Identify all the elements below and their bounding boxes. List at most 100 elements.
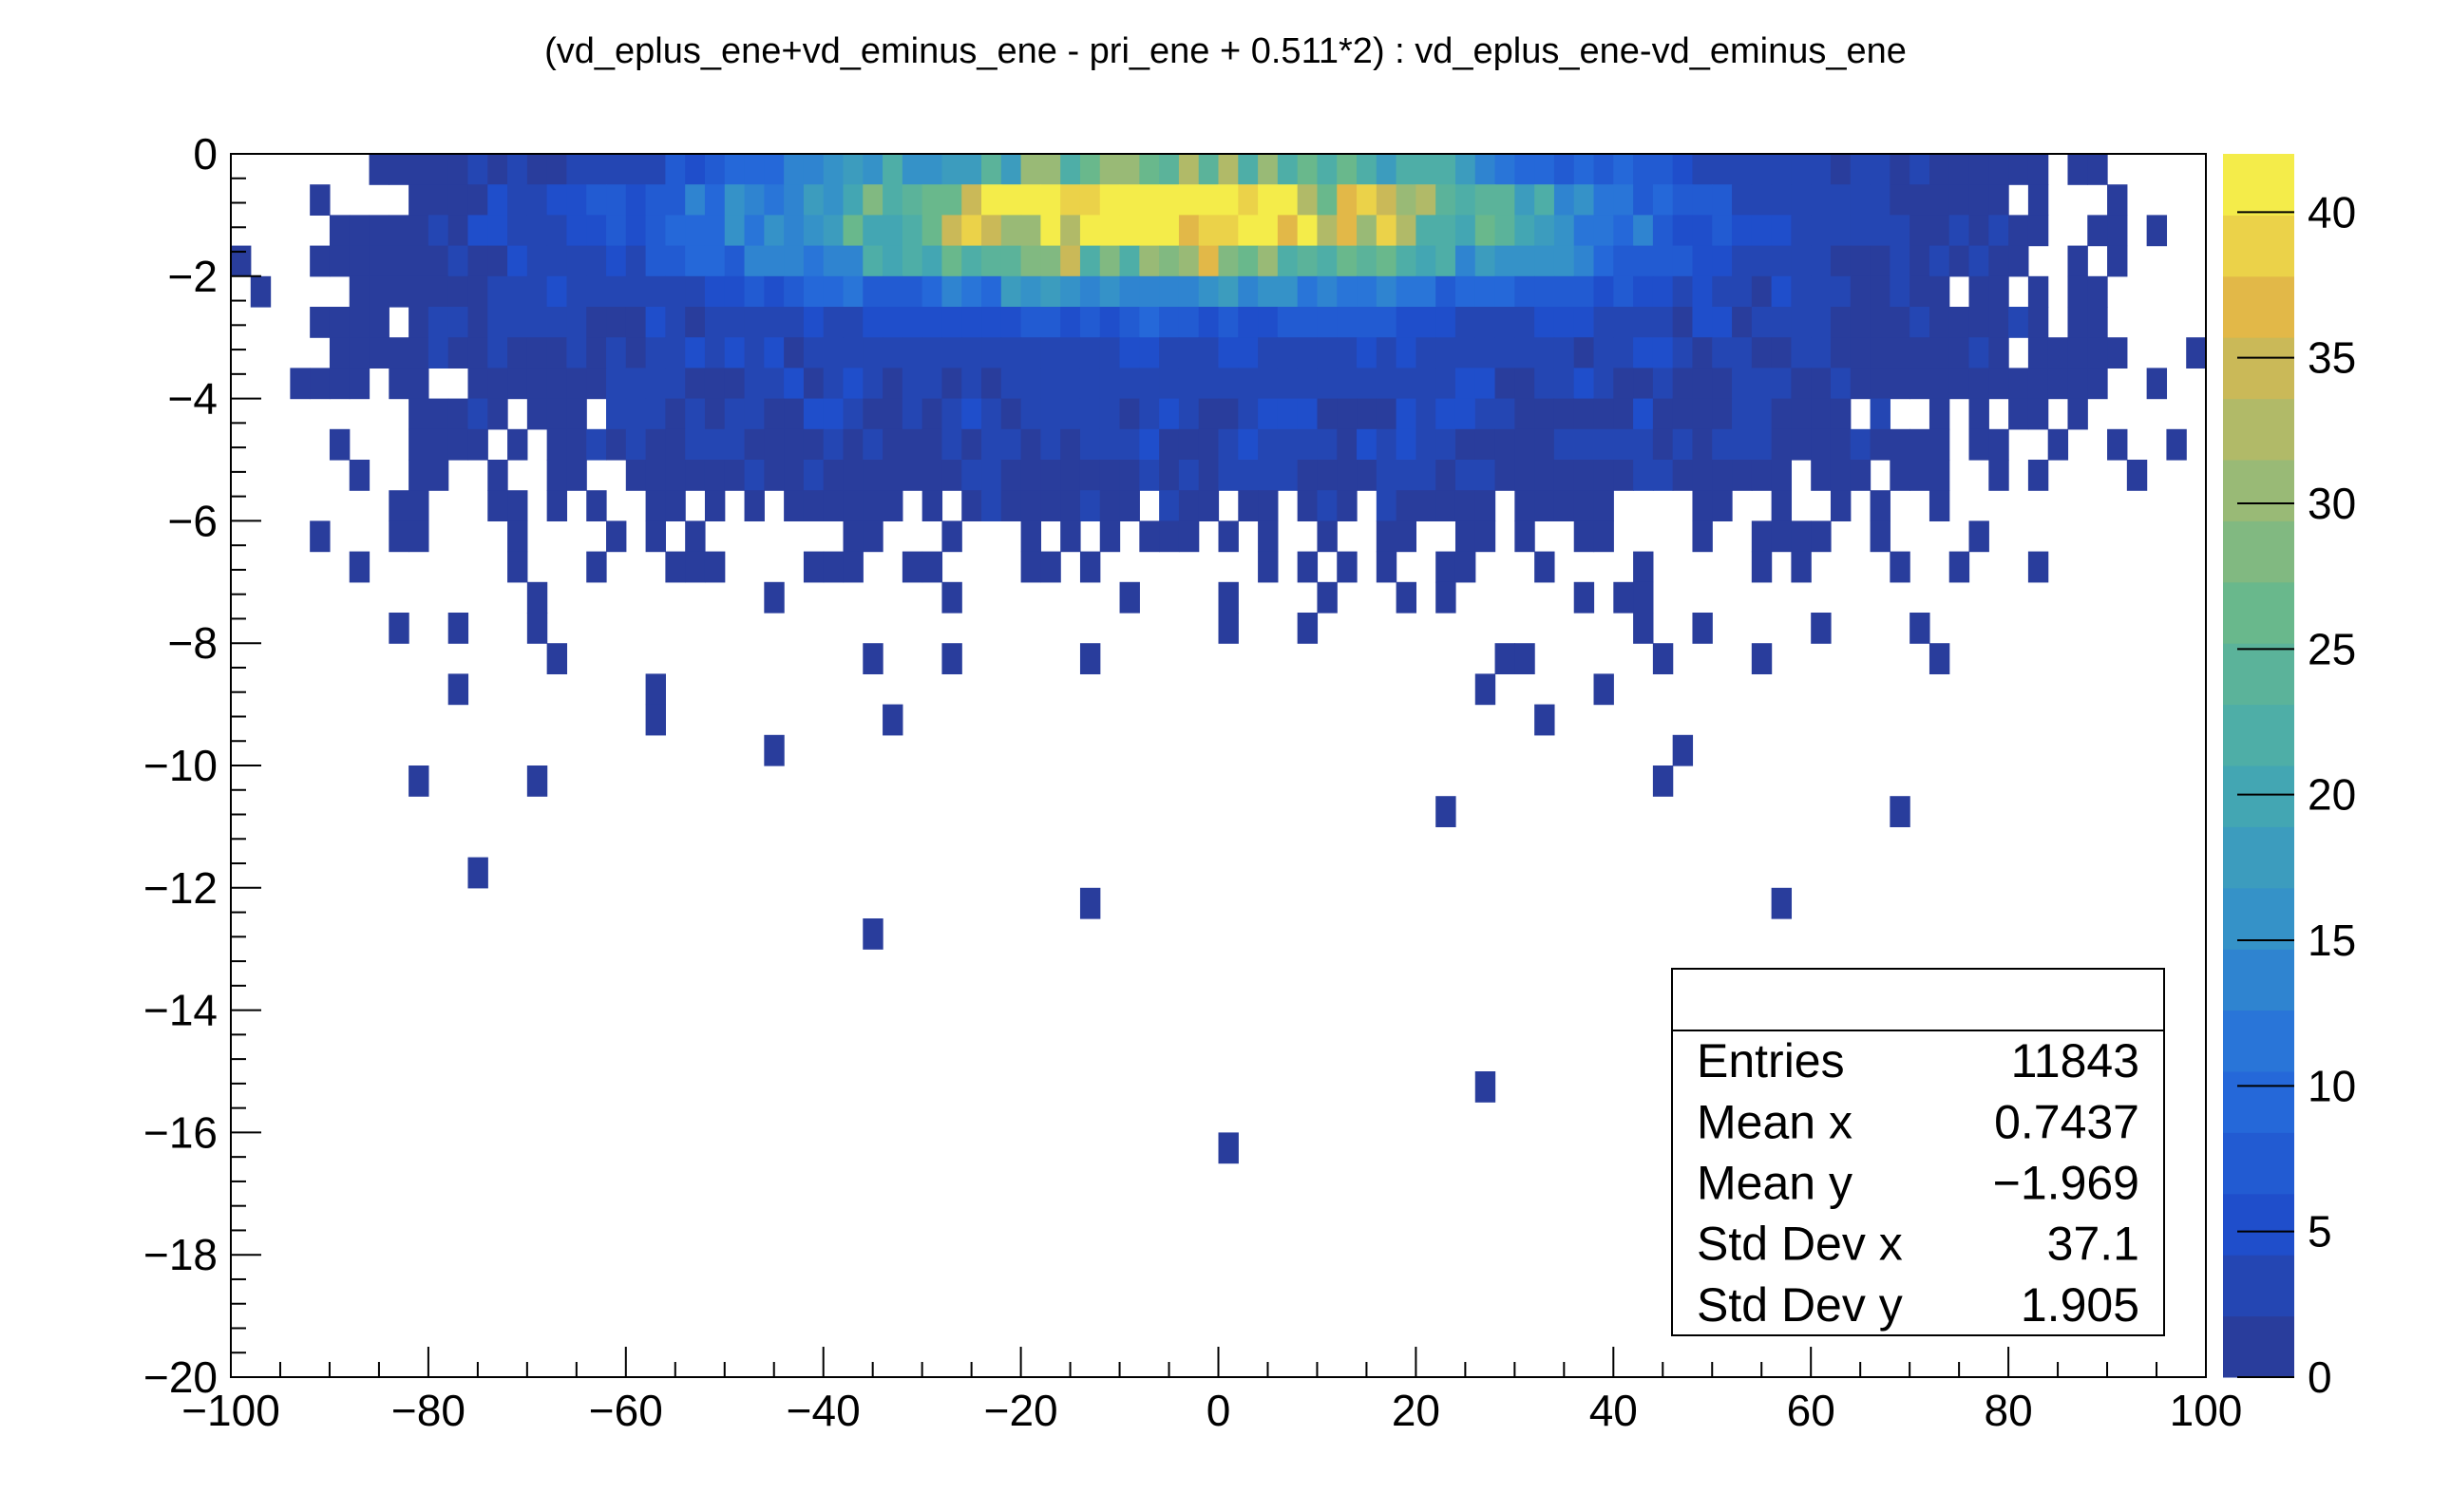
histogram-cell <box>704 307 726 338</box>
histogram-cell <box>428 460 449 491</box>
histogram-cell <box>1791 551 1812 583</box>
color-palette-level <box>2223 460 2294 521</box>
histogram-cell <box>1218 154 1239 185</box>
histogram-cell <box>863 184 884 216</box>
histogram-cell <box>1416 154 1436 185</box>
histogram-cell <box>883 184 903 216</box>
histogram-cell <box>1099 428 1121 461</box>
histogram-cell <box>1712 275 1733 308</box>
histogram-cell <box>1751 368 1773 400</box>
histogram-cell <box>902 551 923 583</box>
histogram-cell <box>1890 245 1910 277</box>
histogram-cell <box>586 368 607 400</box>
histogram-cell <box>1277 275 1299 308</box>
histogram-cell <box>1712 184 1733 216</box>
histogram-cell <box>1238 428 1259 461</box>
histogram-cell <box>329 337 351 369</box>
color-palette-tick-label: 15 <box>2308 916 2356 965</box>
histogram-cell <box>2067 398 2088 430</box>
histogram-cell <box>1337 490 1358 521</box>
histogram-cell <box>1337 428 1358 461</box>
histogram-cell <box>566 460 587 491</box>
histogram-cell <box>1297 154 1319 185</box>
histogram-cell <box>1870 428 1890 461</box>
histogram-cell <box>1139 428 1160 461</box>
histogram-cell <box>863 428 884 461</box>
histogram-cell <box>1593 428 1614 461</box>
histogram-cell <box>1652 643 1674 674</box>
histogram-cell <box>1534 307 1555 338</box>
histogram-cell <box>1791 398 1812 430</box>
histogram-cell <box>1297 275 1319 308</box>
histogram-cell <box>1890 154 1910 185</box>
histogram-cell <box>1119 368 1140 400</box>
histogram-cell <box>961 154 982 185</box>
histogram-cell <box>1791 275 1812 308</box>
histogram-cell <box>2008 215 2029 247</box>
histogram-cell <box>2126 460 2148 491</box>
histogram-cell <box>1218 1132 1239 1164</box>
histogram-cell <box>1910 613 1930 644</box>
histogram-cell <box>1258 307 1279 338</box>
histogram-cell <box>1514 460 1535 491</box>
histogram-cell <box>1791 307 1812 338</box>
histogram-cell <box>1454 307 1476 338</box>
histogram-cell <box>408 215 429 247</box>
x-tick-label: −20 <box>984 1386 1058 1435</box>
histogram-cell <box>704 398 726 430</box>
histogram-cell <box>2067 368 2088 400</box>
histogram-cell <box>744 490 765 521</box>
histogram-cell <box>2067 245 2088 277</box>
histogram-cell <box>1435 275 1456 308</box>
histogram-cell <box>2087 215 2108 247</box>
histogram-cell <box>1376 337 1397 369</box>
histogram-cell <box>1593 673 1614 706</box>
histogram-cell <box>1870 245 1890 277</box>
histogram-cell <box>1337 460 1358 491</box>
histogram-cell <box>1553 398 1575 430</box>
histogram-cell <box>566 154 587 185</box>
histogram-cell <box>447 337 469 369</box>
histogram-cell <box>645 337 666 369</box>
histogram-cell <box>329 428 351 461</box>
histogram-cell <box>744 275 765 308</box>
histogram-cell <box>1593 307 1614 338</box>
histogram-cell <box>724 275 746 308</box>
histogram-cell <box>1910 337 1930 369</box>
histogram-cell <box>625 368 647 400</box>
histogram-cell <box>467 307 488 338</box>
histogram-cell <box>606 520 627 553</box>
histogram-cell <box>428 307 449 338</box>
histogram-cell <box>447 154 469 185</box>
histogram-cell <box>467 245 488 277</box>
color-palette-level <box>2223 643 2294 706</box>
histogram-cell <box>1238 490 1259 521</box>
histogram-cell <box>1198 215 1220 247</box>
histogram-cell <box>1791 184 1812 216</box>
color-palette-level <box>2223 765 2294 827</box>
histogram-cell <box>704 184 726 216</box>
histogram-cell <box>883 245 903 277</box>
histogram-cell <box>863 307 884 338</box>
histogram-cell <box>961 184 982 216</box>
histogram-cell <box>1238 275 1259 308</box>
histogram-cell <box>843 337 864 369</box>
histogram-cell <box>1474 673 1496 706</box>
histogram-cell <box>883 275 903 308</box>
histogram-cell <box>546 184 568 216</box>
histogram-cell <box>1751 337 1773 369</box>
histogram-cell <box>922 184 943 216</box>
histogram-cell <box>1060 460 1081 491</box>
histogram-cell <box>1613 245 1634 277</box>
histogram-cell <box>1000 184 1022 216</box>
color-palette-level <box>2223 337 2294 400</box>
color-palette-tick-label: 25 <box>2308 624 2356 673</box>
histogram-cell <box>546 643 568 674</box>
histogram-cell <box>1099 337 1121 369</box>
histogram-cell <box>1593 184 1614 216</box>
x-tick-label: 100 <box>2170 1386 2243 1435</box>
histogram-cell <box>1910 460 1930 491</box>
histogram-cell <box>389 337 409 369</box>
histogram-cell <box>1178 398 1200 430</box>
histogram-cell <box>1178 520 1200 553</box>
